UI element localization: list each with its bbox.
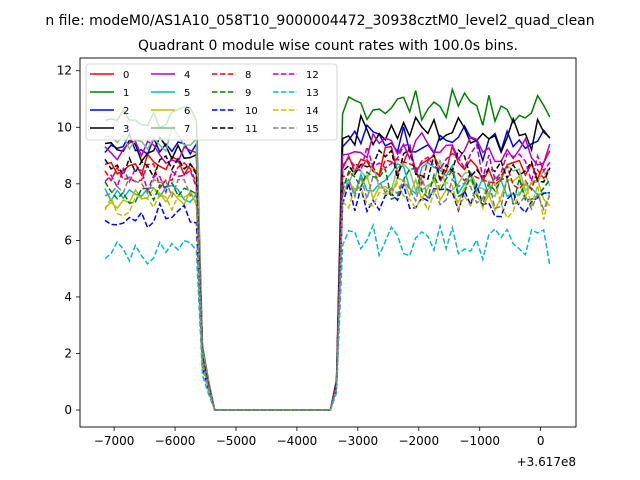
- x-tick-label: −5000: [216, 434, 257, 448]
- legend-label-8: 8: [245, 70, 251, 81]
- x-tick-label: −1000: [459, 434, 500, 448]
- y-tick-label: 6: [64, 233, 72, 247]
- y-tick-label: 4: [64, 290, 72, 304]
- legend-label-9: 9: [245, 88, 251, 99]
- legend-label-3: 3: [123, 124, 129, 135]
- y-tick-label: 0: [64, 403, 72, 417]
- x-tick-label: 0: [537, 434, 545, 448]
- legend-label-4: 4: [184, 70, 190, 81]
- legend-label-1: 1: [123, 88, 129, 99]
- x-tick-label: −3000: [338, 434, 379, 448]
- legend-label-7: 7: [184, 124, 190, 135]
- axes-frame: [79, 57, 577, 428]
- chart-title: Quadrant 0 module wise count rates with …: [138, 38, 518, 54]
- legend-label-5: 5: [184, 88, 190, 99]
- x-tick-label: −4000: [277, 434, 318, 448]
- y-tick-label: 2: [64, 346, 72, 360]
- legend-label-6: 6: [184, 106, 190, 117]
- legend-label-14: 14: [306, 106, 319, 117]
- legend-label-0: 0: [123, 70, 129, 81]
- x-axis-offset-label: +3.617e8: [517, 455, 576, 469]
- series-line-15: [104, 174, 551, 411]
- x-tick-label: −7000: [94, 434, 135, 448]
- series-layer: [104, 86, 551, 411]
- legend-frame: [85, 63, 338, 141]
- x-axis: −7000 −6000 −5000 −4000 −3000 −2000 −1000 0: [94, 427, 545, 448]
- y-tick-label: 10: [57, 120, 72, 134]
- y-axis: 0 2 4 6 8 10 12: [57, 64, 80, 417]
- x-tick-label: −2000: [398, 434, 439, 448]
- y-tick-label: 8: [64, 177, 72, 191]
- series-line-12: [104, 142, 551, 411]
- series-line-9: [104, 167, 551, 411]
- legend-label-2: 2: [123, 106, 129, 117]
- legend-label-15: 15: [306, 124, 319, 135]
- legend-label-11: 11: [245, 124, 258, 135]
- figure-suptitle: n file: modeM0/AS1A10_058T10_9000004472_…: [45, 13, 594, 29]
- y-tick-label: 12: [57, 64, 72, 78]
- legend-label-12: 12: [306, 70, 319, 81]
- legend-label-13: 13: [306, 88, 319, 99]
- legend-label-10: 10: [245, 106, 258, 117]
- series-line-13: [104, 222, 551, 411]
- x-tick-label: −6000: [155, 434, 196, 448]
